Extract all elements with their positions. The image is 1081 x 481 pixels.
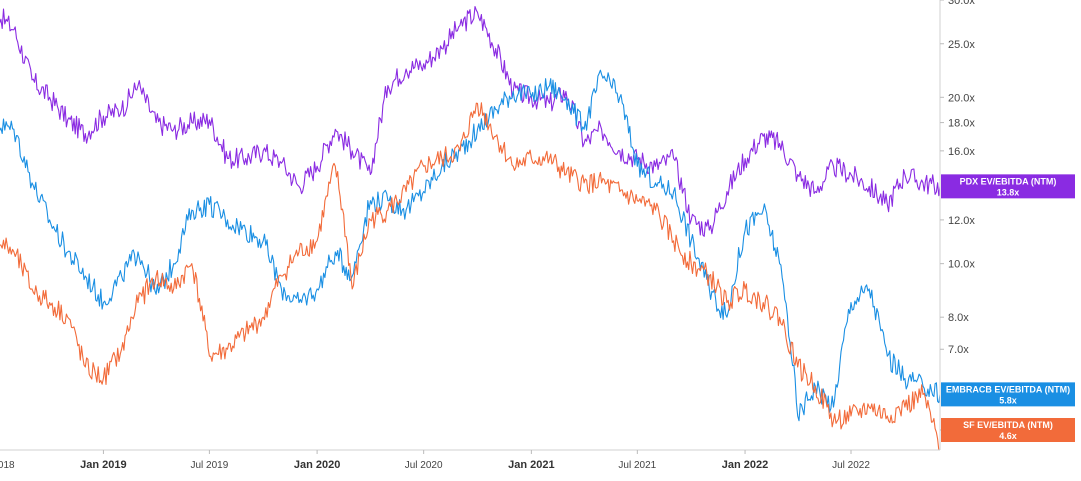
y-tick-label: 18.0x (948, 118, 975, 130)
value-tag-background (941, 418, 1075, 442)
x-axis: Jul 2018 Jan 2019 Jul 2019 Jan 2020 Jul 2020… (0, 450, 870, 471)
value-tag-series-name: EMBRACB EV/EBITDA (NTM) (946, 384, 1070, 394)
y-tick-label: 25.0x (948, 39, 975, 51)
y-tick-label: 12.0x (948, 215, 975, 227)
series-line-1 (0, 69, 941, 422)
series-line-2 (0, 102, 940, 451)
x-tick-label: Jul 2018 (0, 460, 15, 471)
y-tick-label: 8.0x (948, 312, 969, 324)
x-tick-label: Jan 2022 (722, 459, 768, 471)
value-tag-value: 4.6x (999, 431, 1017, 441)
series-line-0 (0, 6, 941, 237)
value-tag-value: 5.8x (999, 395, 1017, 405)
series-layer (0, 6, 941, 451)
x-tick-label: Jul 2022 (832, 460, 870, 471)
x-tick-label: Jan 2020 (294, 459, 340, 471)
y-tick-label: 10.0x (948, 259, 975, 271)
x-tick-label: Jul 2020 (405, 460, 443, 471)
y-tick-label: 20.0x (948, 92, 975, 104)
value-tag-background (941, 174, 1075, 199)
value-tag-value: 13.8x (997, 187, 1020, 197)
y-tick-label: 16.0x (948, 146, 975, 158)
series-value-tags: PDX EV/EBITDA (NTM)13.8x EMBRACB EV/EBITD… (941, 174, 1075, 442)
x-tick-label: Jul 2019 (190, 460, 228, 471)
value-tag-1: EMBRACB EV/EBITDA (NTM)5.8x (941, 382, 1075, 407)
y-tick-label: 7.0x (948, 344, 969, 356)
y-axis: 5.0x7.0x8.0x10.0x12.0x16.0x18.0x20.0x25.… (940, 0, 975, 437)
x-tick-label: Jan 2021 (508, 459, 554, 471)
y-tick-label: 30.0x (948, 0, 975, 7)
value-tag-series-name: SF EV/EBITDA (NTM) (963, 420, 1053, 430)
value-tag-series-name: PDX EV/EBITDA (NTM) (960, 176, 1057, 186)
value-tag-background (941, 382, 1075, 407)
x-tick-label: Jan 2019 (80, 459, 126, 471)
x-tick-label: Jul 2021 (618, 460, 656, 471)
value-tag-2: SF EV/EBITDA (NTM)4.6x (941, 418, 1075, 442)
value-tag-0: PDX EV/EBITDA (NTM)13.8x (941, 174, 1075, 199)
